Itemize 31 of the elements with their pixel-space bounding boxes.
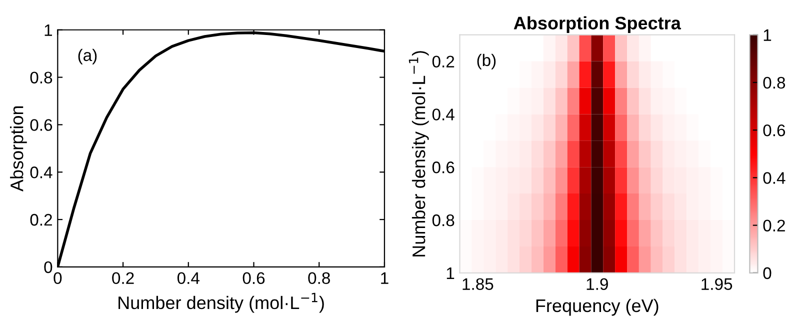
annotation: (b) (477, 54, 496, 70)
x-tick-label: 0.4 (177, 272, 200, 284)
y-tick-label: 0.6 (432, 162, 454, 174)
y-tick-label: 0.8 (432, 214, 454, 226)
x-tick-label: 1.9 (586, 278, 608, 290)
annotation: (a) (78, 48, 97, 64)
x-tick-label: 0.2 (112, 272, 134, 284)
chart-title: Absorption Spectra (514, 16, 682, 34)
x-tick-label: 0.8 (308, 272, 330, 284)
color-bar-label: 1 (764, 29, 772, 41)
y-tick-label: 0.8 (30, 72, 52, 84)
y-tick-label: 0 (44, 261, 52, 274)
y-tick-label: 1 (44, 24, 52, 36)
y-axis-title: Absorption (10, 106, 27, 192)
x-tick-label: 1.85 (462, 278, 494, 290)
y-tick-label: 0.4 (432, 108, 454, 120)
y-tick-label: 0.4 (30, 166, 52, 178)
x-tick-label: 0.6 (242, 272, 265, 284)
y-axis-title: Number density (mol·L$^{−1}$) (408, 51, 429, 256)
x-axis-title: Frequency (eV) (536, 298, 658, 316)
y-tick-label: 0.6 (30, 119, 52, 131)
color-bar-label: 0.6 (763, 124, 786, 136)
y-tick-label: 0.2 (30, 214, 52, 226)
color-bar-label: 0.2 (763, 220, 785, 232)
color-bar-label: 0.8 (763, 76, 786, 89)
x-tick-label: 1 (381, 272, 388, 284)
x-axis-title: Number density (mol·L$^{−1}$) (118, 292, 324, 313)
x-tick-label: 0 (54, 272, 62, 284)
x-tick-label: 1.95 (702, 278, 732, 290)
y-tick-label: 0.2 (432, 56, 454, 68)
color-bar-label: 0.4 (763, 172, 786, 184)
